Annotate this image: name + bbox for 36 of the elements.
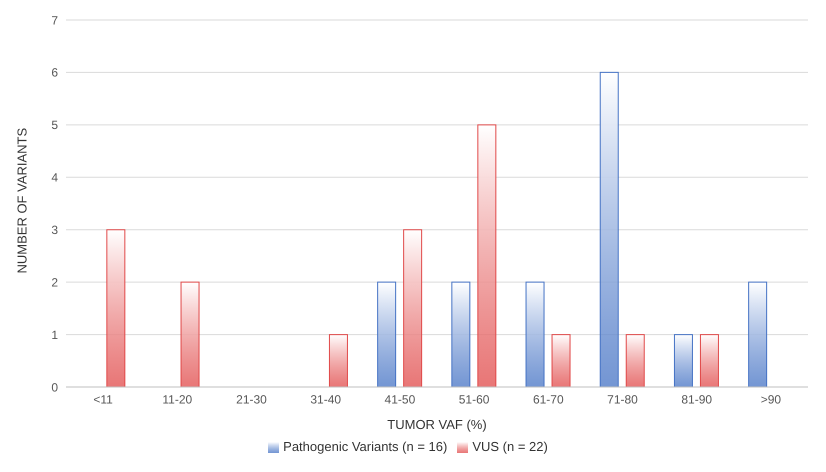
bar	[403, 229, 422, 387]
x-tick-label: 21-30	[236, 392, 268, 407]
bar	[477, 124, 496, 387]
bar	[552, 334, 571, 387]
bar	[451, 282, 470, 387]
y-tick-label: 7	[51, 13, 58, 28]
bar	[748, 282, 768, 387]
x-tick-label: >90	[760, 392, 782, 407]
x-tick-label: 11-20	[162, 392, 193, 407]
bar	[700, 334, 719, 387]
y-tick-label: 4	[51, 170, 58, 185]
bar	[526, 282, 545, 387]
x-tick-label: 41-50	[384, 392, 416, 407]
x-axis-title: TUMOR VAF (%)	[387, 417, 487, 432]
x-tick-label: 61-70	[532, 392, 564, 407]
y-tick-label: 3	[51, 222, 58, 237]
y-axis-title: NUMBER OF VARIANTS	[14, 128, 30, 274]
bar	[626, 334, 645, 387]
x-tick-label: 51-60	[458, 392, 490, 407]
x-tick-label: 81-90	[681, 392, 712, 407]
bar	[674, 334, 693, 387]
legend-label: Pathogenic Variants (n = 16)	[283, 439, 448, 454]
y-tick-label: 0	[51, 380, 58, 394]
x-tick-label: 31-40	[310, 392, 342, 407]
y-tick-label: 5	[51, 118, 58, 132]
bar	[328, 334, 348, 387]
y-tick-label: 1	[51, 328, 58, 342]
y-tick-label: 6	[51, 66, 58, 80]
bar	[106, 229, 126, 387]
bar	[377, 282, 396, 387]
x-tick-label: 71-80	[607, 392, 638, 407]
y-tick-label: 2	[51, 275, 58, 290]
bar	[600, 72, 619, 387]
legend-label: VUS (n = 22)	[472, 439, 548, 454]
x-tick-label: <11	[93, 392, 114, 407]
bar	[180, 282, 200, 387]
